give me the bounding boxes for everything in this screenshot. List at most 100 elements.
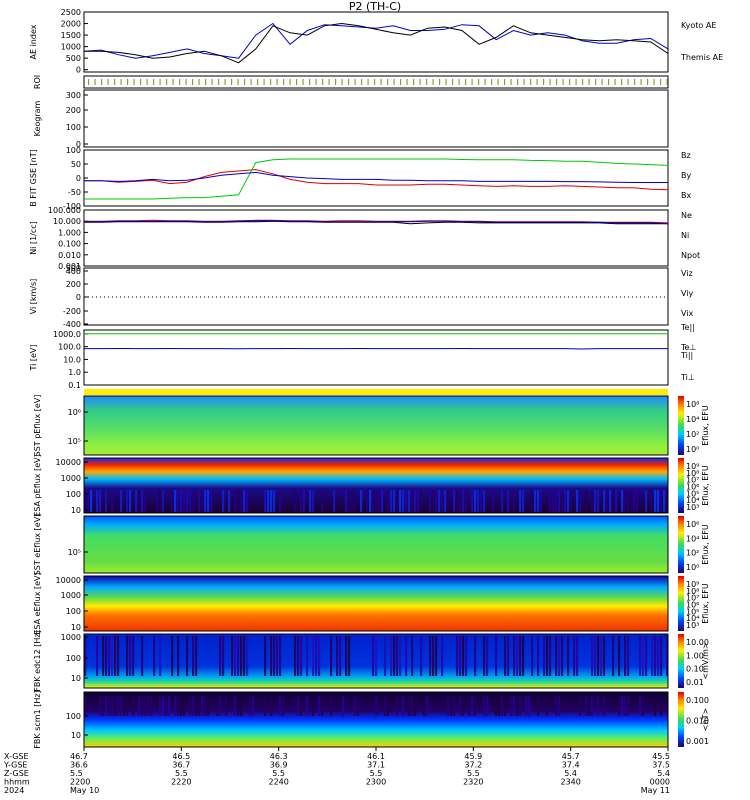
fbk-scm-streak — [225, 696, 228, 716]
roi-mark — [614, 79, 616, 85]
fbk-scm-streak — [318, 696, 321, 716]
roi-mark — [517, 79, 519, 85]
esa-ele-cbtick-3: 10⁶ — [686, 601, 699, 610]
bfield-tick-3: -50 — [68, 188, 81, 197]
esa-ion-streak — [507, 490, 510, 512]
fbk-edc-streak — [486, 636, 489, 676]
fbk-edc-streak — [171, 636, 174, 676]
time-col-0-row-2: 5.5 — [70, 769, 83, 778]
fbk-edc-streak — [504, 636, 507, 676]
ae-tick-5: 0 — [76, 66, 81, 75]
bfield-legend-2: Bx — [681, 191, 691, 200]
fbk-edc-cbtick-3: 0.01 — [686, 678, 704, 687]
esa-ion-streak — [636, 490, 639, 512]
esa-ele-cbtick-1: 10⁸ — [686, 587, 699, 596]
esa-ion-streak — [201, 490, 204, 512]
fbk-scm-streak — [282, 696, 285, 716]
roi-mark — [640, 79, 642, 85]
roi-mark — [224, 79, 226, 85]
fbk-edc-streak — [483, 636, 486, 676]
fbk-scm-streak — [555, 696, 558, 716]
esa-ion-streak — [549, 490, 552, 512]
esa-ion-streak — [531, 490, 534, 512]
esa-ele-tick-0: 10000 — [56, 576, 81, 585]
fbk-scm-streak — [618, 696, 621, 716]
esa-ion-streak — [186, 490, 189, 512]
fbk-scm-streak — [198, 696, 201, 716]
fbk-edc-streak — [339, 636, 342, 676]
sst-ion-colorbar — [678, 396, 684, 455]
fbk-scm-streak — [660, 696, 663, 716]
esa-ion-streak — [444, 490, 447, 512]
esa-ele-frame — [83, 575, 669, 632]
esa-ion-streak — [621, 490, 624, 512]
esa-ion-streak — [438, 490, 441, 512]
time-col-2-row-2: 5.5 — [272, 769, 285, 778]
sst-ele-fill — [84, 516, 668, 573]
roi-mark — [302, 79, 304, 85]
fbk-scm-streak — [234, 696, 237, 716]
fbk-edc-streak — [474, 636, 477, 676]
roi-mark — [406, 79, 408, 85]
fbk-scm-streak — [426, 696, 429, 716]
roi-mark — [653, 79, 655, 85]
roi-mark — [465, 79, 467, 85]
time-row-label-4: 2024 — [4, 786, 24, 795]
roi-mark — [107, 79, 109, 85]
roi-mark — [367, 79, 369, 85]
esa-ion-streak — [159, 490, 162, 512]
esa-ion-streak — [351, 490, 354, 512]
roi-mark — [569, 79, 571, 85]
roi-mark — [172, 79, 174, 85]
fbk-scm-streak — [591, 696, 594, 716]
fbk-edc-streak — [297, 636, 300, 676]
esa-ele-cbtick-2: 10⁷ — [686, 594, 699, 603]
velocity-tick-1: 400 — [66, 267, 81, 276]
roi-mark — [666, 79, 668, 85]
esa-ion-streak — [246, 490, 249, 512]
velocity-legend-0: Viz — [681, 269, 693, 278]
esa-ion-streak — [477, 490, 480, 512]
esa-ion-streak — [420, 490, 423, 512]
temperature-legend-3: Ti⊥ — [680, 373, 695, 382]
roi-mark — [484, 79, 486, 85]
sst-ion-cbtick-0: 10⁸ — [686, 400, 699, 409]
esa-ion-streak — [162, 490, 165, 512]
esa-ion-streak — [465, 490, 468, 512]
fbk-scm-streak — [585, 696, 588, 716]
roi-mark — [153, 79, 155, 85]
fbk-scm-streak — [330, 696, 333, 716]
sst-ion-frame — [83, 395, 669, 456]
roi-mark — [549, 79, 551, 85]
roi-mark — [114, 79, 116, 85]
esa-ion-streak — [171, 490, 174, 512]
fbk-scm-streak — [162, 696, 165, 716]
fbk-scm-streak — [192, 696, 195, 716]
esa-ion-streak — [594, 490, 597, 512]
esa-ele-ylabel: ESA eEflux [eV] — [33, 572, 42, 634]
bfield-tick-0: 100 — [66, 146, 81, 155]
esa-ion-streak — [156, 490, 159, 512]
roi-mark — [328, 79, 330, 85]
fbk-edc-streak — [558, 636, 561, 676]
bfield-ylabel: B FIT GSE [nT] — [29, 149, 38, 207]
fbk-scm-streak — [384, 696, 387, 716]
fbk-edc-streak — [441, 636, 444, 676]
esa-ion-streak — [267, 490, 270, 512]
esa-ion-streak — [615, 490, 618, 512]
esa-ion-streak — [408, 490, 411, 512]
fbk-edc-streak — [345, 636, 348, 676]
fbk-edc-streak — [660, 636, 663, 676]
esa-ion-streak — [654, 490, 657, 512]
roi-mark — [315, 79, 317, 85]
keogram-panel — [83, 89, 669, 148]
esa-ion-ylabel: ESA pEflux [eV] — [33, 454, 42, 516]
fbk-scm-streak — [180, 696, 183, 716]
fbk-scm-streak — [471, 696, 474, 716]
roi-mark — [562, 79, 564, 85]
time-col-2-row-0: 46.3 — [270, 752, 288, 761]
time-row-label-0: X-GSE — [4, 752, 29, 761]
esa-ele-cbtick-0: 10⁹ — [686, 580, 699, 589]
fbk-edc-streak — [522, 636, 525, 676]
roi-mark — [497, 79, 499, 85]
